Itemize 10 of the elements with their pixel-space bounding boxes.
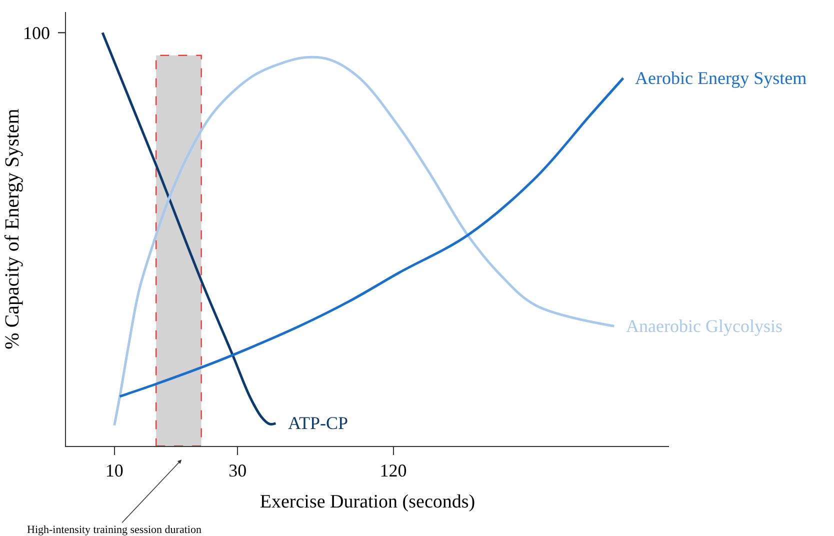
series-label: ATP-CP — [288, 413, 348, 433]
x-tick-label: 30 — [228, 460, 247, 481]
text: 100 — [23, 23, 50, 43]
x-axis-title: Exercise Duration (seconds) — [260, 492, 476, 512]
x-tick-label: 120 — [380, 460, 407, 481]
x-tick-label: 10 — [105, 460, 124, 481]
text: High-intensity training session duration — [27, 524, 202, 536]
series-label: Anaerobic Glycolysis — [626, 316, 782, 336]
y-axis-title: % Capacity of Energy System — [1, 108, 24, 350]
series-label: Aerobic Energy System — [635, 68, 807, 88]
